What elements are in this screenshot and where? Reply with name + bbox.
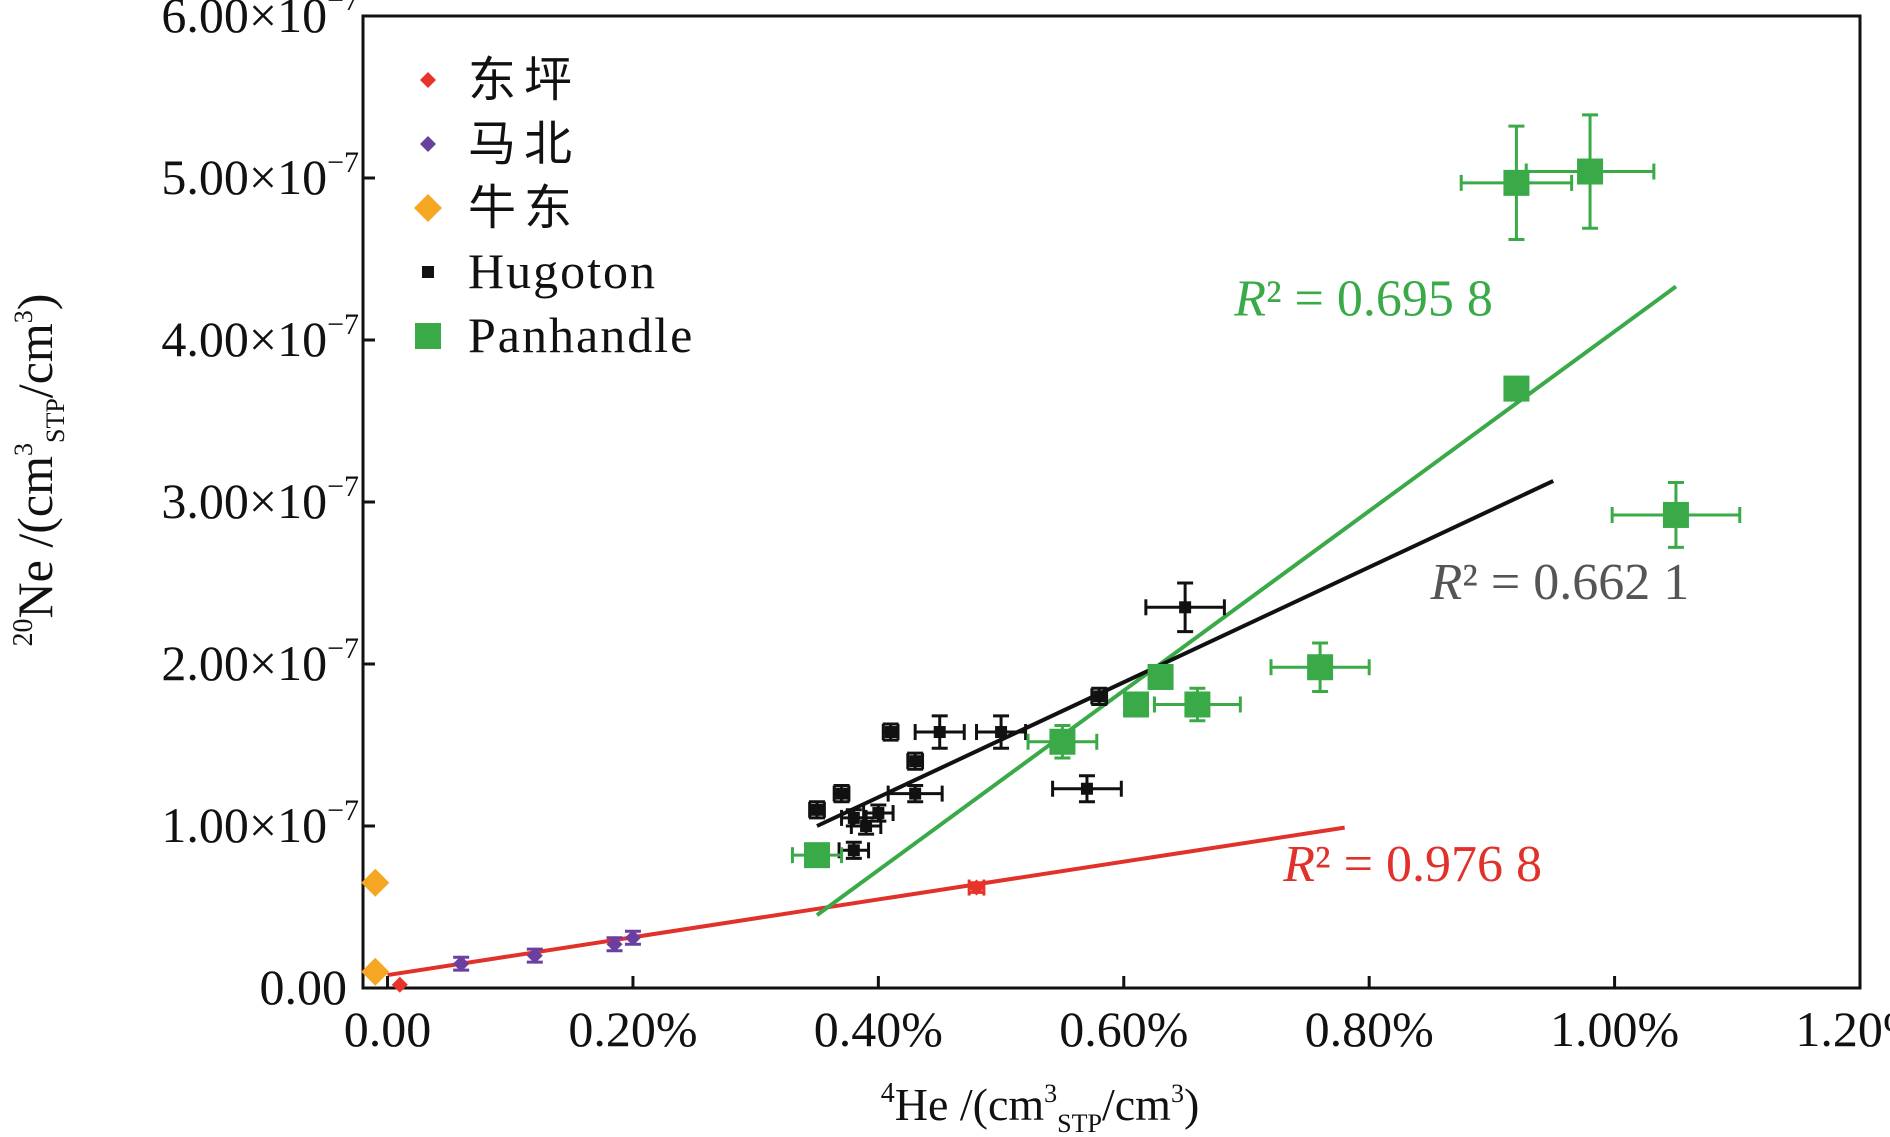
x-tick-label: 0.00 — [344, 1001, 432, 1057]
y-tick-label: 0.00 — [260, 959, 348, 1015]
data-point — [1123, 691, 1150, 718]
data-point — [453, 955, 470, 972]
data-point — [909, 787, 922, 800]
fit-dongping-mabei — [387, 825, 1345, 978]
y-tick-label: 5.00×10−7 — [161, 146, 359, 205]
fit-dongping-mabei-label: R² = 0.976 8 — [1282, 836, 1542, 893]
data-point — [909, 755, 922, 768]
data-point — [1307, 654, 1334, 681]
data-point — [1577, 158, 1604, 185]
legend-marker — [415, 323, 441, 349]
legend-label: Hugoton — [468, 243, 657, 299]
x-tick-label: 1.00% — [1550, 1001, 1679, 1057]
legend-item: 东坪 — [420, 52, 580, 108]
legend-item: 牛东 — [414, 180, 580, 236]
data-point — [804, 842, 831, 869]
legend-marker — [420, 136, 436, 152]
x-tick-label: 1.20% — [1795, 1001, 1890, 1057]
legend-item: Panhandle — [415, 307, 694, 363]
legend-marker — [414, 194, 442, 222]
x-tick-label: 0.80% — [1305, 1001, 1434, 1057]
x-axis-label: 4He /(cm3STP/cm3) — [881, 1078, 1200, 1137]
y-tick-label: 4.00×10−7 — [161, 308, 359, 367]
data-points — [361, 158, 1689, 993]
legend-label: 东坪 — [468, 52, 580, 108]
data-point — [1503, 169, 1530, 196]
data-point — [1093, 690, 1106, 703]
data-point — [1080, 782, 1093, 795]
legend-item: Hugoton — [422, 243, 657, 299]
legend-marker — [422, 266, 434, 278]
data-point — [995, 726, 1008, 739]
y-tick-label: 6.00×10−7 — [161, 0, 359, 43]
legend-label: 马北 — [468, 116, 580, 172]
data-point — [872, 807, 885, 820]
data-point — [860, 820, 873, 832]
legend-marker — [420, 72, 436, 88]
fit-lines: R² = 0.976 8 R² = 0.695 8 R² = 0.662 1 — [387, 271, 1690, 978]
data-point — [1184, 691, 1211, 718]
data-point — [1147, 663, 1174, 690]
y-tick-label: 3.00×10−7 — [161, 470, 359, 529]
data-point — [847, 844, 860, 857]
x-tick-label: 0.20% — [568, 1001, 697, 1057]
data-point — [1662, 501, 1689, 528]
x-tick-label: 0.40% — [814, 1001, 943, 1057]
data-point — [624, 929, 641, 946]
legend-label: 牛东 — [468, 180, 580, 236]
data-point — [526, 947, 543, 964]
data-point — [361, 868, 390, 897]
data-point — [1503, 375, 1530, 402]
data-point — [968, 879, 985, 896]
y-tick-label: 2.00×10−7 — [161, 632, 359, 691]
data-point — [361, 957, 390, 986]
legend-item: 马北 — [420, 116, 580, 172]
data-point — [847, 811, 860, 824]
data-point — [884, 726, 897, 739]
fit-panhandle — [815, 284, 1678, 917]
data-point — [391, 976, 408, 993]
data-point — [1179, 601, 1192, 614]
x-tick-label: 0.60% — [1059, 1001, 1188, 1057]
axes: 0.00 1.00×10−7 2.00×10−7 3.00×10−7 4.00×10−7… — [161, 0, 1890, 1057]
plot-frame — [361, 14, 1862, 990]
data-point — [835, 787, 848, 800]
fit-hugoton — [816, 479, 1555, 828]
data-point — [606, 936, 623, 953]
fit-hugoton-label: R² = 0.662 1 — [1430, 554, 1690, 611]
fit-panhandle-label: R² = 0.695 8 — [1233, 271, 1493, 328]
plot-area — [361, 14, 1862, 990]
y-tick-label: 1.00×10−7 — [161, 794, 359, 853]
data-point — [933, 726, 946, 739]
y-axis-label: 20Ne /(cm3STP/cm3) — [7, 294, 70, 647]
data-point — [1049, 728, 1076, 755]
data-point — [811, 803, 824, 816]
legend-label: Panhandle — [468, 307, 694, 363]
